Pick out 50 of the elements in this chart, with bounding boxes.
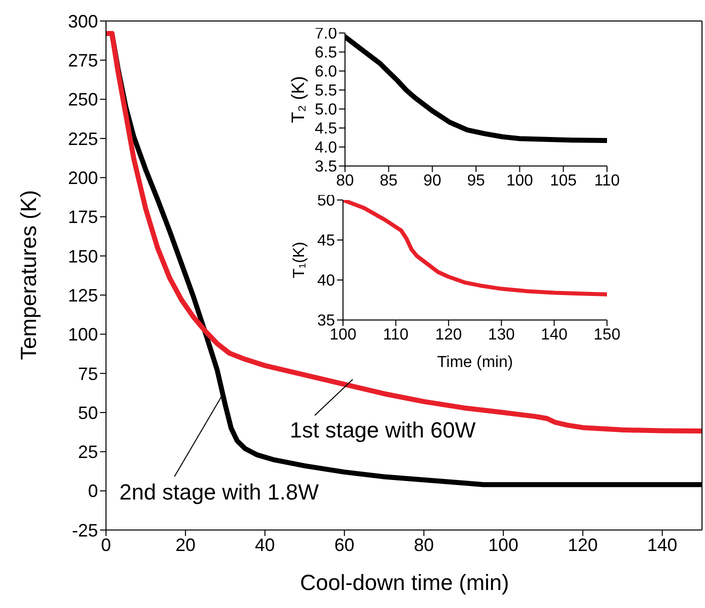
y-tick-label: 6.0 — [314, 64, 338, 81]
y-axis-title: T₂ (K) — [288, 76, 308, 123]
x-tick-label: 150 — [594, 326, 620, 344]
x-tick-label: 20 — [175, 534, 196, 555]
y-tick-label: 175 — [68, 207, 98, 228]
y-tick-label: 25 — [78, 442, 98, 462]
line-series — [343, 200, 607, 296]
x-tick-label: 85 — [380, 172, 398, 190]
x-axis-title: Cool-down time (min) — [300, 570, 510, 595]
annotation: 2nd stage with 1.8W — [119, 480, 319, 505]
x-tick-label: 95 — [467, 172, 485, 190]
x-tick-label: 0 — [100, 534, 112, 555]
y-tick-label: 225 — [68, 128, 98, 149]
y-tick-label: 200 — [68, 168, 98, 188]
x-tick-label: 120 — [568, 534, 598, 555]
y-axis-title: Temperatures (K) — [16, 190, 41, 360]
y-tick-label: 5.5 — [314, 82, 338, 100]
y-tick-label: 45 — [317, 232, 336, 250]
x-tick-label: 130 — [488, 326, 515, 344]
x-tick-label: 40 — [254, 534, 275, 555]
x-tick-label: 140 — [540, 326, 568, 344]
y-tick-label: 40 — [317, 272, 336, 290]
x-tick-label: 120 — [435, 326, 462, 344]
y-tick-label: 4.0 — [314, 140, 338, 157]
y-tick-label: 75 — [78, 364, 98, 384]
y-tick-label: 50 — [78, 402, 98, 423]
x-tick-label: 110 — [594, 172, 620, 190]
x-tick-label: 60 — [334, 534, 354, 555]
y-tick-label: 3.5 — [314, 158, 338, 176]
annotation: 1st stage with 60W — [290, 417, 476, 442]
x-tick-label: 80 — [336, 172, 354, 190]
y-tick-label: 275 — [68, 50, 98, 71]
y-tick-label: 250 — [68, 90, 98, 110]
x-tick-label: 110 — [383, 326, 409, 344]
y-tick-label: 150 — [68, 246, 98, 266]
y-tick-label: 4.5 — [314, 120, 338, 138]
y-tick-label: 6.5 — [314, 44, 338, 62]
x-tick-label: 105 — [550, 172, 577, 190]
x-tick-label: 100 — [506, 172, 534, 190]
y-tick-label: 125 — [68, 285, 98, 306]
y-tick-label: 5.0 — [314, 102, 338, 119]
y-tick-label: 300 — [68, 11, 98, 32]
x-tick-label: 90 — [423, 172, 442, 190]
y-tick-label: 0 — [88, 481, 98, 502]
y-tick-label: -25 — [72, 520, 98, 540]
x-axis-title: Time (min) — [437, 354, 513, 371]
x-tick-label: 140 — [647, 534, 678, 555]
x-tick-label: 80 — [414, 534, 434, 555]
x-tick-label: 100 — [488, 534, 518, 555]
y-axis-title: T₁(K) — [291, 242, 308, 278]
